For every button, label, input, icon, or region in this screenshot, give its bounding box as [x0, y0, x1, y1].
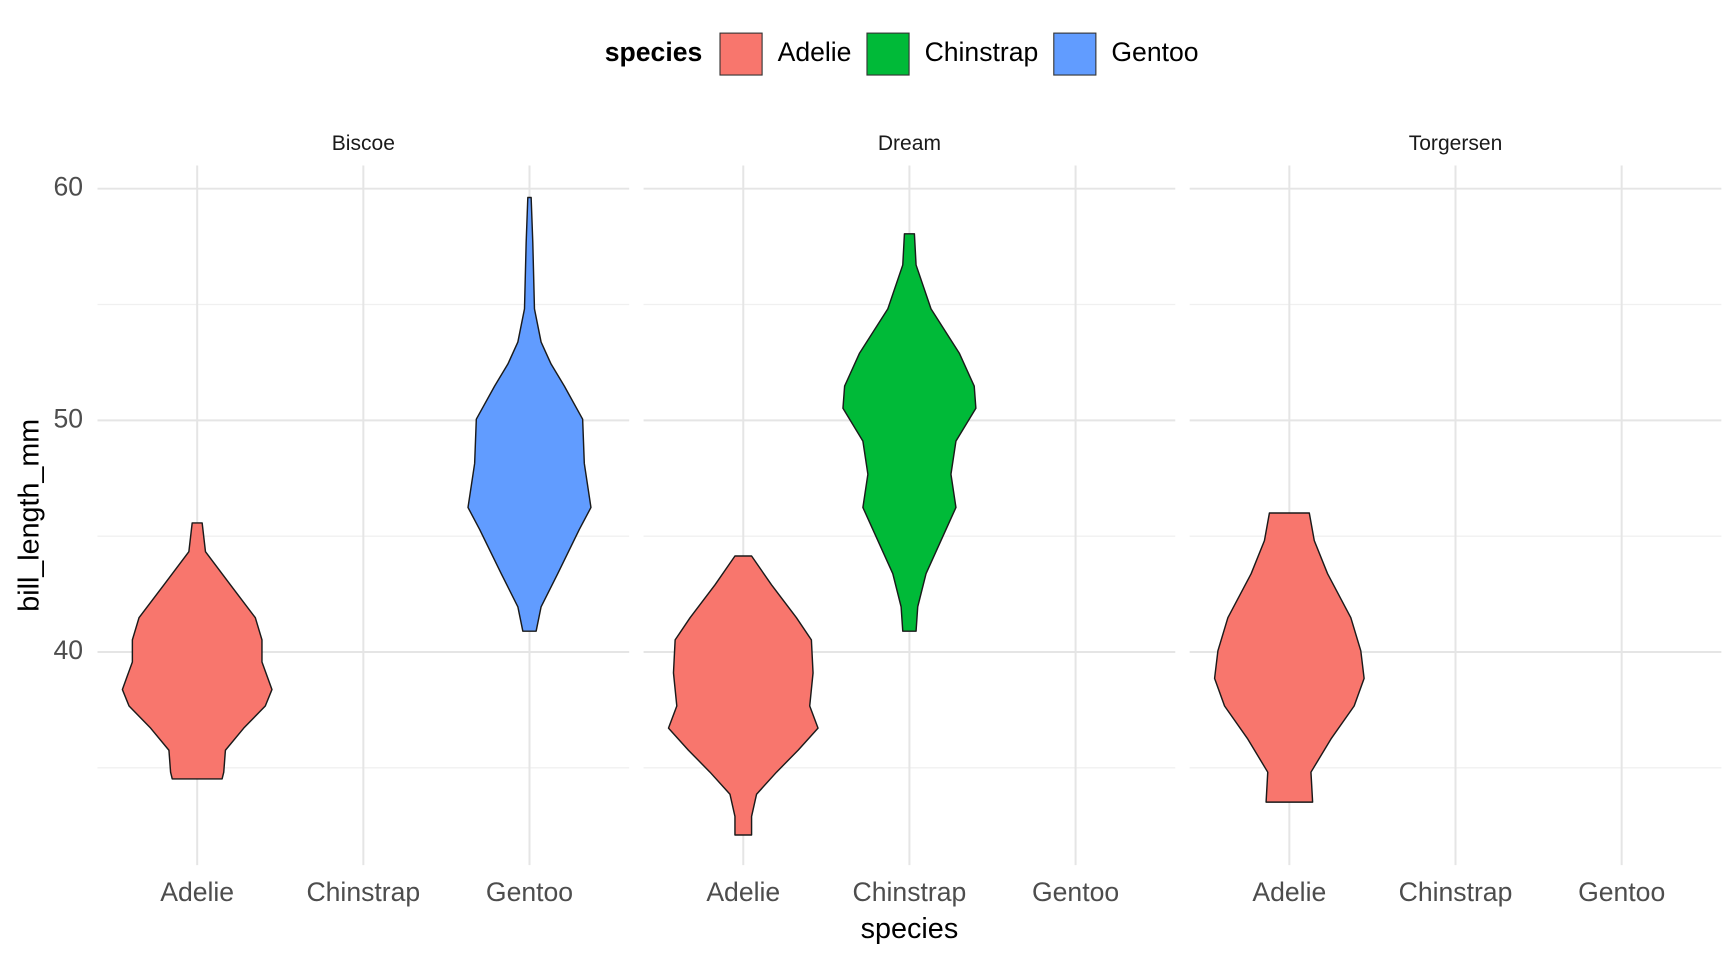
legend-key: [719, 32, 763, 76]
x-tick-label: Adelie: [1252, 877, 1326, 907]
violin: [467, 196, 592, 632]
x-tick-label: Adelie: [160, 877, 234, 907]
legend-label: Gentoo: [1111, 37, 1198, 67]
violin: [842, 233, 977, 632]
y-tick-label: 60: [54, 172, 84, 202]
facet-title: Dream: [878, 132, 941, 155]
x-tick-label: Gentoo: [486, 877, 573, 907]
y-axis-title: bill_length_mm: [14, 419, 46, 612]
violin: [667, 555, 819, 836]
x-tick-label: Chinstrap: [853, 877, 967, 907]
legend-key: [866, 32, 910, 76]
x-tick-label: Chinstrap: [306, 877, 420, 907]
y-tick-label: 40: [54, 635, 84, 665]
violin: [1213, 512, 1365, 803]
legend-label: Adelie: [778, 37, 852, 67]
legend-label: Chinstrap: [925, 37, 1039, 67]
x-tick-label: Adelie: [706, 877, 780, 907]
x-tick-label: Gentoo: [1578, 877, 1665, 907]
legend-title: species: [605, 37, 702, 67]
facet-title: Torgersen: [1409, 132, 1503, 155]
y-tick-label: 50: [54, 403, 84, 433]
facet-title: Biscoe: [332, 132, 395, 155]
legend-key: [1053, 32, 1097, 76]
x-tick-label: Chinstrap: [1399, 877, 1513, 907]
x-tick-label: Gentoo: [1032, 877, 1119, 907]
x-axis-title: species: [861, 913, 959, 945]
violin: [121, 522, 273, 780]
